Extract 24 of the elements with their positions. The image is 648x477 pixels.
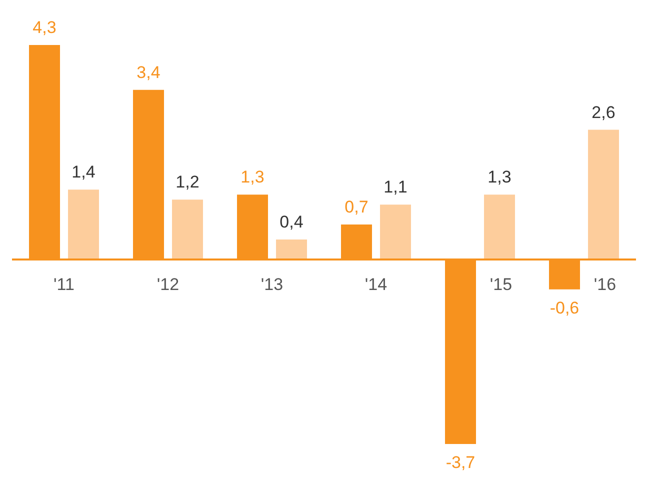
data-label: 4,3 xyxy=(32,18,56,37)
bar xyxy=(588,130,619,260)
data-label: 1,1 xyxy=(384,178,408,197)
bar xyxy=(484,194,515,260)
x-tick-label: '16 xyxy=(594,275,616,294)
x-tick-label: '12 xyxy=(156,275,180,294)
bar xyxy=(68,190,99,260)
data-label: 1,2 xyxy=(176,172,200,192)
bar xyxy=(380,204,411,260)
x-tick-label: '11 xyxy=(54,275,74,294)
bar xyxy=(172,200,203,260)
bar xyxy=(276,240,307,260)
data-label: -3,7 xyxy=(446,453,476,472)
data-label: 1,4 xyxy=(72,162,96,182)
data-label: 1,3 xyxy=(240,168,264,187)
data-label: 3,4 xyxy=(136,62,160,82)
x-tick-label: '15 xyxy=(490,275,512,294)
data-label: 0,7 xyxy=(344,198,368,217)
x-tick-label: '14 xyxy=(364,275,388,294)
data-label: -0,6 xyxy=(550,298,580,318)
x-tick-label: '13 xyxy=(260,275,284,294)
data-label: 1,3 xyxy=(488,168,512,187)
data-label: 2,6 xyxy=(592,102,616,122)
data-label: 0,4 xyxy=(280,212,304,232)
